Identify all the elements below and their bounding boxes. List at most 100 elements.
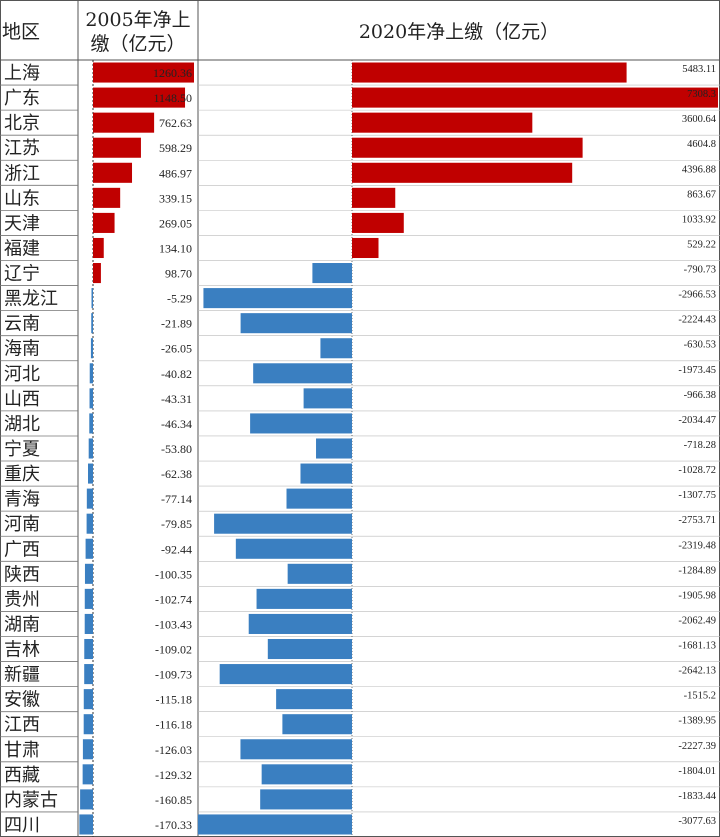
bar-2005 <box>80 789 93 810</box>
bar-2020 <box>214 513 352 534</box>
value-2005-label: -62.38 <box>161 467 192 481</box>
value-2005-label: -100.35 <box>155 567 192 581</box>
bar-2005 <box>84 613 93 634</box>
value-2005-label: -46.34 <box>161 417 192 431</box>
labels-layer: 上海 1260.36 5483.11 广东 1148.50 7308.3 北京 762.63 3… <box>4 63 717 836</box>
region-label: 湖北 <box>4 414 40 435</box>
bar-2005 <box>84 563 93 584</box>
region-label: 上海 <box>4 63 40 84</box>
bar-2020 <box>312 263 352 284</box>
bar-2020 <box>352 162 573 183</box>
bar-2020 <box>300 463 352 484</box>
value-2020-label: -790.73 <box>684 265 716 276</box>
bar-2020 <box>240 313 352 334</box>
value-2005-label: -43.31 <box>161 392 192 406</box>
value-2005-label: 598.29 <box>159 141 192 155</box>
value-2005-label: 1260.36 <box>153 66 192 80</box>
value-2020-label: -2034.47 <box>678 415 716 426</box>
region-label: 青海 <box>4 489 40 510</box>
value-2020-label: 7308.3 <box>687 89 716 100</box>
value-2005-label: -116.18 <box>155 718 192 732</box>
value-2005-label: 339.15 <box>159 191 192 205</box>
bar-2005 <box>93 162 133 183</box>
bar-2005 <box>90 338 93 359</box>
value-2020-label: 863.67 <box>687 189 716 200</box>
region-label: 西藏 <box>4 765 40 786</box>
bar-2005 <box>91 313 93 334</box>
bar-2005 <box>82 739 93 760</box>
bar-2005 <box>85 538 93 559</box>
region-label: 浙江 <box>4 163 40 184</box>
header-2005-line1: 2005年净上 <box>85 9 191 31</box>
bar-2005 <box>84 638 93 660</box>
value-2005-label: -170.33 <box>155 818 192 832</box>
region-label: 辽宁 <box>4 264 40 285</box>
value-2020-label: -1028.72 <box>678 465 716 476</box>
value-2005-label: -79.85 <box>161 517 192 531</box>
value-2020-label: -3077.63 <box>678 816 716 827</box>
bars-layer <box>79 62 718 835</box>
bar-2005 <box>89 388 93 409</box>
value-2005-label: -102.74 <box>155 592 192 606</box>
bar-2005 <box>93 187 121 208</box>
value-2020-label: -1389.95 <box>678 716 716 727</box>
region-label: 陕西 <box>4 564 40 585</box>
value-2020-label: -1307.75 <box>678 490 716 501</box>
bar-2020 <box>287 563 352 584</box>
bar-2020 <box>256 588 352 609</box>
value-2005-label: 134.10 <box>159 241 192 255</box>
value-2005-label: -115.18 <box>155 693 192 707</box>
region-label: 江西 <box>4 715 40 736</box>
value-2005-label: -129.32 <box>155 768 192 782</box>
bar-2020 <box>352 112 533 133</box>
value-2020-label: 4604.8 <box>687 139 716 150</box>
bar-2020 <box>352 212 404 233</box>
bar-2020 <box>260 789 352 810</box>
bar-2020 <box>250 413 352 434</box>
value-2020-label: -2966.53 <box>678 290 716 301</box>
region-label: 内蒙古 <box>4 790 58 811</box>
region-label: 福建 <box>4 238 40 259</box>
bar-2020 <box>352 137 583 158</box>
value-2020-label: -1515.2 <box>684 691 716 702</box>
value-2020-label: -1804.01 <box>678 766 716 777</box>
value-2020-label: 5483.11 <box>682 64 716 75</box>
bar-2005 <box>89 363 93 384</box>
value-2020-label: -1284.89 <box>678 565 716 576</box>
bar-2005 <box>83 714 93 735</box>
value-2020-label: -2062.49 <box>678 615 716 626</box>
value-2020-label: 4396.88 <box>682 164 716 175</box>
bar-2020 <box>352 87 718 108</box>
header-2020: 2020年净上缴（亿元） <box>358 21 560 43</box>
value-2020-label: -2319.48 <box>678 540 716 551</box>
bar-2005 <box>82 764 93 785</box>
bar-2020 <box>240 739 352 760</box>
bar-2005 <box>86 513 93 534</box>
region-label: 河北 <box>4 364 40 385</box>
region-label: 黑龙江 <box>4 289 58 310</box>
bar-2005 <box>84 588 93 609</box>
header-region: 地区 <box>2 21 41 43</box>
bar-2020 <box>282 714 352 735</box>
value-2005-label: 762.63 <box>159 116 192 130</box>
bar-2020 <box>197 814 352 835</box>
value-2005-label: -109.73 <box>155 668 192 682</box>
region-label: 贵州 <box>4 589 40 610</box>
region-label: 湖南 <box>4 614 40 635</box>
value-2020-label: -718.28 <box>684 440 716 451</box>
value-2005-label: -21.89 <box>161 317 192 331</box>
region-label: 宁夏 <box>4 439 40 460</box>
bar-2005 <box>83 689 93 710</box>
region-label: 甘肃 <box>4 740 40 761</box>
value-2020-label: -2227.39 <box>678 741 716 752</box>
value-2020-label: -2224.43 <box>678 315 716 326</box>
value-2005-label: -53.80 <box>161 442 192 456</box>
bar-2005 <box>93 87 186 108</box>
bar-2005 <box>93 212 115 233</box>
bar-2020 <box>267 638 352 660</box>
bar-2020 <box>219 664 352 685</box>
header-2005: 2005年净上 缴（亿元） <box>80 8 196 56</box>
value-2005-label: 269.05 <box>159 216 192 230</box>
